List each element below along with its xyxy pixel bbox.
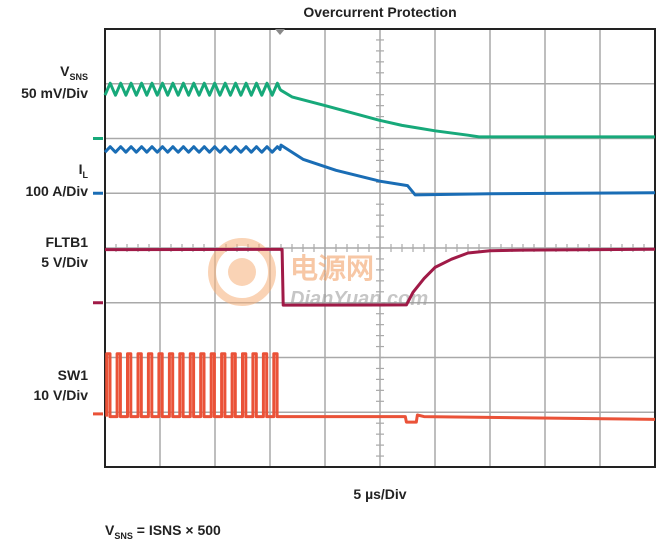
grid: [104, 28, 656, 468]
trace-fltb1: [104, 247, 656, 307]
channel-labels: VSNS 50 mV/Div IL 100 A/Div FLTB1 5 V/Div SW1 1…: [21, 63, 88, 403]
channel-scale-il: 100 A/Div: [25, 183, 88, 199]
channel-name-il: IL: [79, 161, 89, 180]
channel-scale-vsns: 50 mV/Div: [21, 85, 88, 101]
channel-name-fltb1: FLTB1: [45, 234, 88, 250]
svg-text:电源网: 电源网: [290, 253, 374, 284]
footnote: VSNS = ISNS × 500: [105, 522, 221, 541]
trigger-marker: [275, 29, 285, 35]
watermark-logo: 电源网 DianYuan.com: [208, 238, 428, 310]
traces: [93, 81, 656, 424]
plot-frame: [104, 28, 656, 468]
channel-scale-fltb1: 5 V/Div: [41, 254, 88, 270]
trace-il: [103, 143, 656, 197]
chart-title: Overcurrent Protection: [303, 4, 456, 20]
x-axis-label: 5 µs/Div: [353, 486, 406, 502]
svg-text:DianYuan.com: DianYuan.com: [290, 288, 428, 310]
channel-name-vsns: VSNS: [60, 63, 88, 82]
trace-vsns: [103, 81, 655, 139]
channel-name-sw1: SW1: [58, 367, 89, 383]
trace-sw1: [105, 352, 656, 424]
channel-scale-sw1: 10 V/Div: [34, 387, 89, 403]
